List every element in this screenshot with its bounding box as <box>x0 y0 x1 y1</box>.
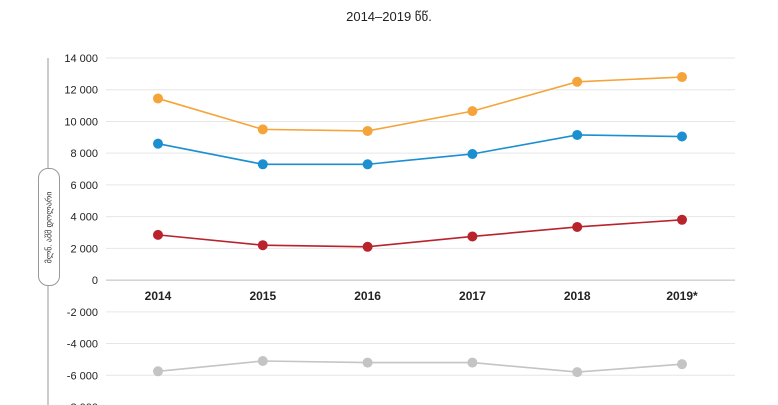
data-point <box>362 125 373 136</box>
y-tick-label: 14 000 <box>64 53 98 65</box>
data-point <box>153 229 163 240</box>
data-point <box>362 357 373 368</box>
data-point <box>153 138 163 149</box>
series-line <box>157 134 683 166</box>
y-tick-label: 0 <box>92 275 98 287</box>
y-tick-label: 4 000 <box>70 212 98 224</box>
chart-title-line-2: 2014–2019 წწ. <box>346 9 432 24</box>
y-tick-label: 12 000 <box>64 85 98 97</box>
y-tick-label: 6 000 <box>70 180 98 192</box>
data-point <box>257 355 268 366</box>
y-tick-label: 8 000 <box>70 148 98 160</box>
data-point <box>467 231 478 242</box>
data-point <box>677 131 687 142</box>
y-axis-label-box: მლნ. აშშ დოლარი <box>38 168 60 286</box>
data-point <box>362 241 373 252</box>
y-tick-labels: 14 000 12 000 10 000 8 000 6 000 4 000 2 000 0 -… <box>64 53 98 405</box>
series-3 <box>153 214 687 252</box>
y-tick-label: -4 000 <box>67 339 98 351</box>
data-point <box>257 159 268 170</box>
x-tick-label: 2019* <box>666 289 698 303</box>
data-point <box>572 221 583 232</box>
y-tick-label: -2 000 <box>67 307 98 319</box>
data-point <box>153 93 163 104</box>
data-point <box>572 367 583 378</box>
data-point <box>153 366 163 377</box>
data-point <box>257 240 268 251</box>
x-tick-label: 2016 <box>354 289 381 303</box>
data-point <box>362 159 373 170</box>
series-line <box>157 219 683 248</box>
x-tick-label: 2014 <box>145 289 172 303</box>
series-line <box>157 360 683 373</box>
data-point <box>677 214 687 225</box>
series-1 <box>153 72 687 136</box>
data-point <box>467 357 478 368</box>
series-2 <box>153 129 687 170</box>
x-tick-labels: 2014 2015 2016 2017 2018 2019* <box>145 289 698 303</box>
series-line <box>157 76 683 132</box>
series-4 <box>153 355 687 378</box>
data-point <box>572 129 583 140</box>
x-tick-label: 2018 <box>564 289 591 303</box>
x-tick-label: 2015 <box>249 289 276 303</box>
data-point <box>467 106 478 117</box>
data-point <box>467 148 478 159</box>
x-tick-label: 2017 <box>459 289 486 303</box>
data-point <box>572 76 583 87</box>
gridlines <box>106 57 735 376</box>
y-tick-label: 10 000 <box>64 116 98 128</box>
data-point <box>677 72 687 83</box>
series <box>153 72 687 378</box>
data-point <box>677 359 687 370</box>
data-point <box>257 124 268 135</box>
y-tick-label: -6 000 <box>67 370 98 382</box>
y-axis-label: მლნ. აშშ დოლარი <box>44 191 54 263</box>
y-tick-label: -8 000 <box>67 402 98 405</box>
y-tick-label: 2 000 <box>70 243 98 255</box>
